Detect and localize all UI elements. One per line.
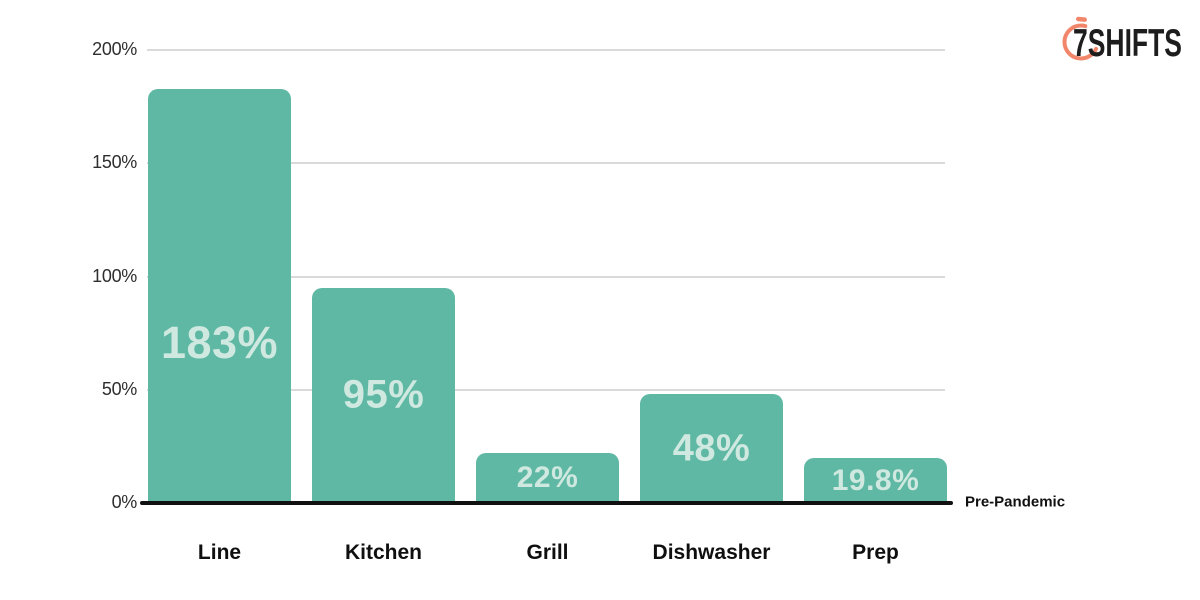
logo: 7SHIFTS [1062,16,1182,65]
gridline [147,49,945,51]
category-label-line: Line [197,541,242,564]
baseline-annotation: Pre-Pandemic [965,493,1066,511]
gridline [147,162,945,165]
y-axis-tick-label: 50% [101,378,137,399]
stopwatch-icon [1062,16,1100,61]
bar-value-label: 19.8% [831,463,920,497]
category-label-dishwasher: Dishwasher [652,541,771,564]
gridline [147,388,945,391]
logo-text: 7SHIFTS [1073,22,1182,65]
x-axis-baseline [140,501,953,505]
bar-value-label: 95% [342,372,425,417]
bar-value-label: 22% [516,461,579,495]
y-axis-tick-label: 150% [92,152,137,173]
category-label-kitchen: Kitchen [344,541,423,564]
gridline [147,275,945,278]
category-label-prep: Prep [852,541,899,564]
bar-value-label: 48% [672,427,751,470]
bar-prep: 19.8% [804,458,947,503]
bar-value-label: 183% [160,317,279,369]
y-axis-tick-label: 200% [92,39,137,59]
category-label-grill: Grill [526,541,569,564]
bar-kitchen: 95% [312,287,455,503]
bar-grill: 22% [476,453,619,503]
y-axis-tick-label: 0% [111,492,138,512]
bar-dishwasher: 48% [640,394,783,503]
bar-line: 183% [148,88,291,503]
y-axis-tick-label: 100% [92,265,137,286]
